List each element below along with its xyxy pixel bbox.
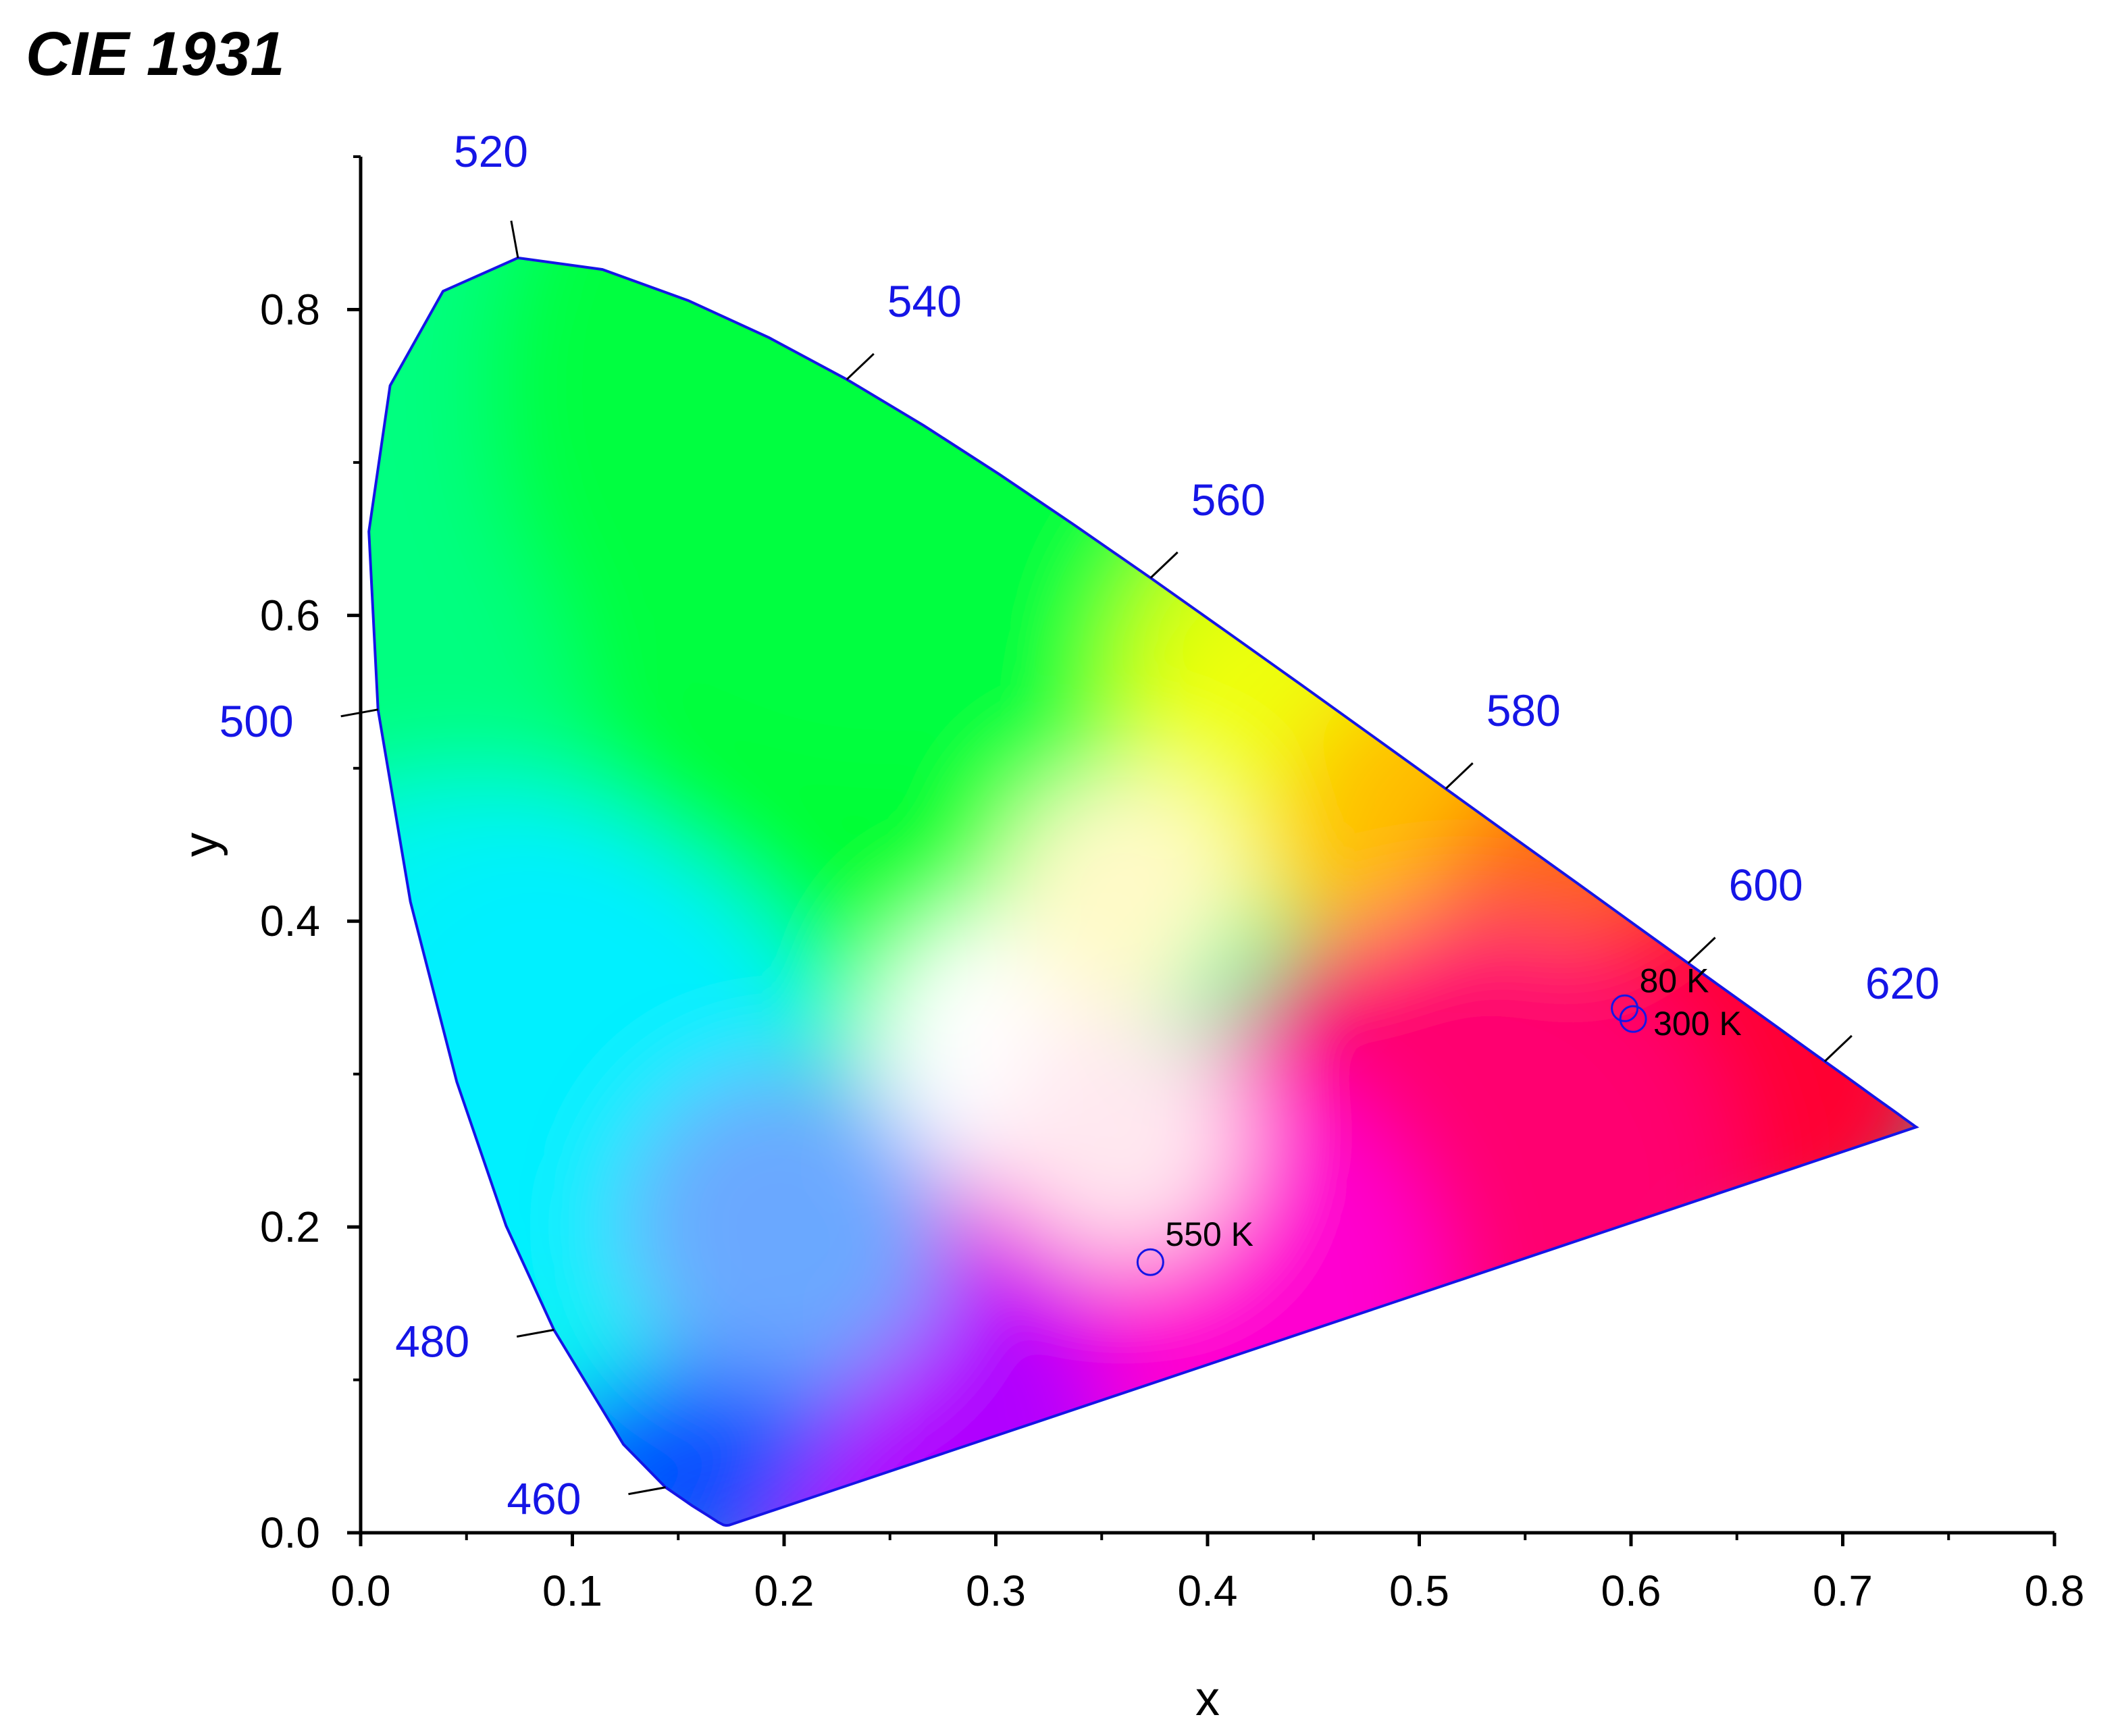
- chart-title: CIE 1931: [26, 20, 285, 88]
- wavelength-label: 560: [1191, 475, 1266, 525]
- x-axis-title: x: [1195, 1672, 1220, 1726]
- gamut-color-blob: [1001, 1014, 1245, 1257]
- wavelength-label: 520: [454, 126, 528, 176]
- y-tick-label: 0.6: [260, 591, 320, 639]
- x-tick-label: 0.4: [1178, 1567, 1238, 1615]
- wavelength-leader-line: [846, 352, 875, 381]
- gamut-blend-group: [369, 257, 1917, 1526]
- data-point-marker: [1611, 994, 1639, 1022]
- wavelength-label: 480: [395, 1317, 469, 1367]
- data-point-marker: [1136, 1248, 1164, 1276]
- wavelength-label: 580: [1486, 685, 1561, 735]
- x-tick-label: 0.6: [1601, 1567, 1661, 1615]
- wavelength-leader-line: [628, 1486, 666, 1496]
- y-axis-title: y: [174, 833, 228, 857]
- data-point-label: 300 K: [1653, 1005, 1742, 1043]
- axes: 0.0 0.1 0.2 0.3 0.4 0.5 0.6 0.7 0.8 0.0 0.2 0.4 0.6 0…: [174, 155, 2085, 1726]
- gamut-color-blob: [1001, 768, 1245, 1012]
- x-tick-label: 0.2: [754, 1567, 814, 1615]
- x-tick-label: 0.1: [542, 1567, 602, 1615]
- x-tick-label: 0.8: [2025, 1567, 2085, 1615]
- wavelength-label: 500: [219, 696, 294, 746]
- wavelength-leader-line: [1445, 762, 1474, 790]
- y-tick-label: 0.4: [260, 897, 320, 945]
- wavelength-leader-line: [510, 220, 519, 259]
- data-point-label: 550 K: [1165, 1215, 1253, 1253]
- y-tick-label: 0.8: [260, 285, 320, 334]
- wavelength-label: 460: [507, 1474, 581, 1524]
- wavelength-label: 600: [1729, 860, 1803, 910]
- x-tick-label: 0.5: [1389, 1567, 1449, 1615]
- y-tick-label: 0.0: [260, 1508, 320, 1557]
- gamut-color-blob: [622, 1065, 946, 1390]
- y-tick-label: 0.2: [260, 1203, 320, 1251]
- wavelength-leader-line: [340, 708, 378, 718]
- wavelength-leader-line: [1149, 551, 1179, 579]
- wavelength-label: 540: [887, 276, 962, 326]
- x-tick-label: 0.3: [966, 1567, 1026, 1615]
- wavelength-leader-line: [516, 1329, 554, 1338]
- wavelength-labels: 460 480 500 520 540 560 580 600 620: [219, 126, 1940, 1524]
- data-point-label: 80 K: [1640, 962, 1709, 999]
- wavelength-leader-line: [1687, 937, 1716, 964]
- x-tick-label: 0.7: [1813, 1567, 1873, 1615]
- gamut-color-fill: [369, 257, 1917, 1526]
- wavelength-leader-line: [1823, 1034, 1853, 1062]
- wavelength-label: 620: [1865, 958, 1940, 1008]
- x-tick-label: 0.0: [331, 1567, 391, 1615]
- data-point-marker: [1619, 1005, 1647, 1033]
- data-points: 80 K 300 K 550 K: [1136, 962, 1742, 1276]
